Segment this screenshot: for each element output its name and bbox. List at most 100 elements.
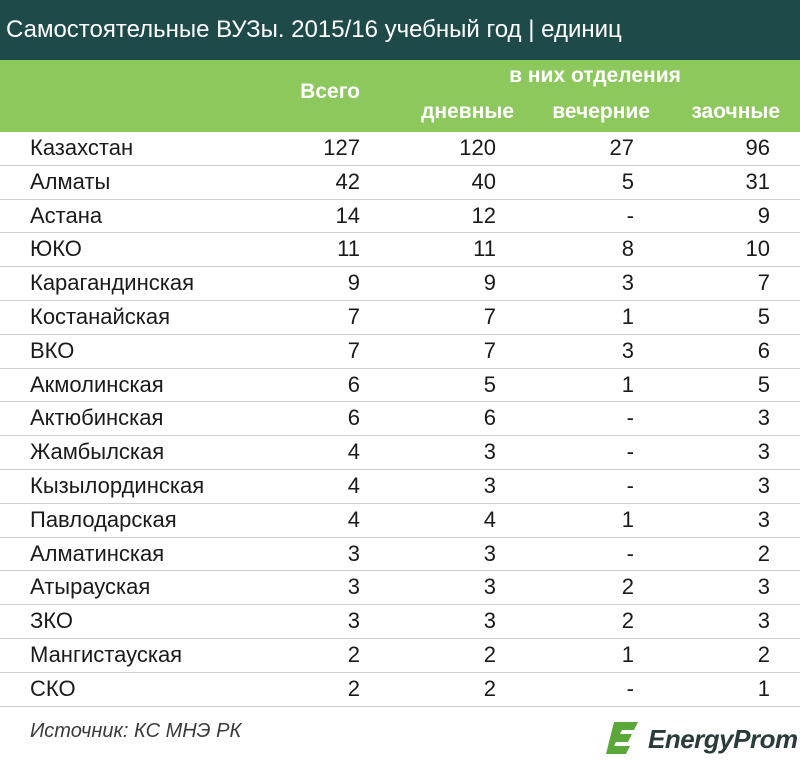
table-row: Алматы 42 40 5 31 — [0, 166, 800, 200]
table-row: Павлодарская 4 4 1 3 — [0, 504, 800, 538]
region-name: Атырауская — [30, 574, 151, 600]
region-name: Казахстан — [30, 135, 134, 160]
cell-total: 2 — [347, 641, 360, 667]
header-correspondence: заочные — [691, 100, 780, 123]
table-row: Жамбылская 4 3 - 3 — [0, 436, 800, 470]
cell-correspondence: 31 — [745, 168, 770, 194]
cell-day: 11 — [473, 236, 496, 262]
energyprom-logo: EnergyProm — [604, 716, 798, 760]
cell-day: 3 — [483, 472, 496, 498]
table-row: Астана 14 12 - 9 — [0, 200, 800, 234]
cell-correspondence: 2 — [757, 641, 770, 667]
cell-total: 6 — [347, 405, 360, 431]
region-name: Алматы — [30, 168, 111, 194]
cell-total: 42 — [335, 168, 360, 194]
cell-evening: 27 — [609, 135, 634, 160]
region-name: Карагандинская — [30, 270, 194, 296]
cell-total: 4 — [347, 439, 360, 465]
cell-day: 2 — [483, 641, 496, 667]
header-total: Всего — [300, 80, 360, 103]
region-name: Астана — [30, 202, 103, 228]
table-row: ЮКО 11 11 8 10 — [0, 233, 800, 268]
region-name: ЮКО — [30, 236, 82, 262]
cell-evening: 1 — [621, 641, 634, 667]
cell-day: 5 — [483, 371, 496, 397]
cell-evening: - — [626, 405, 634, 431]
cell-total: 6 — [347, 371, 360, 397]
cell-correspondence: 2 — [757, 540, 770, 566]
cell-day: 7 — [483, 337, 496, 363]
logo-text: EnergyProm — [648, 724, 798, 754]
table-row: Костанайская 7 7 1 5 — [0, 301, 800, 335]
cell-day: 4 — [483, 506, 496, 532]
table-row: Алматинская 3 3 - 2 — [0, 538, 800, 572]
cell-day: 2 — [483, 675, 496, 701]
footer: Источник: КС МНЭ РК EnergyProm — [0, 708, 800, 764]
table-row: Кызылординская 4 3 - 3 — [0, 470, 800, 504]
cell-total: 4 — [347, 506, 360, 532]
region-name: ВКО — [30, 337, 75, 363]
cell-total: 7 — [347, 337, 360, 363]
table-row: Казахстан 127 120 27 96 — [0, 132, 800, 166]
header-evening: вечерние — [552, 100, 650, 123]
region-name: Акмолинская — [30, 371, 164, 397]
region-name: Кызылординская — [30, 472, 205, 498]
cell-correspondence: 96 — [745, 135, 770, 160]
cell-total: 14 — [335, 202, 360, 228]
table-row: Атырауская 3 3 2 3 — [0, 571, 800, 606]
cell-correspondence: 3 — [757, 506, 770, 532]
cell-evening: 1 — [621, 506, 634, 532]
cell-correspondence: 5 — [757, 371, 770, 397]
cell-correspondence: 7 — [757, 270, 770, 296]
cell-total: 127 — [323, 135, 360, 160]
cell-evening: - — [626, 202, 634, 228]
cell-correspondence: 6 — [757, 337, 770, 363]
cell-correspondence: 1 — [757, 675, 770, 701]
cell-correspondence: 3 — [757, 472, 770, 498]
table-row: Акмолинская 6 5 1 5 — [0, 369, 800, 403]
region-name: Жамбылская — [30, 439, 165, 465]
cell-day: 3 — [483, 439, 496, 465]
cell-total: 3 — [347, 574, 360, 600]
cell-evening: - — [626, 439, 634, 465]
cell-total: 3 — [347, 608, 360, 634]
cell-correspondence: 3 — [757, 608, 770, 634]
table-row: Карагандинская 9 9 3 7 — [0, 267, 800, 301]
table-row: Актюбинская 6 6 - 3 — [0, 402, 800, 437]
cell-evening: 5 — [621, 168, 634, 194]
table-row: ВКО 7 7 3 6 — [0, 335, 800, 369]
cell-day: 3 — [483, 608, 496, 634]
cell-total: 3 — [347, 540, 360, 566]
cell-correspondence: 9 — [757, 202, 770, 228]
header-day: дневные — [421, 100, 514, 123]
cell-total: 7 — [347, 303, 360, 329]
cell-evening: 1 — [621, 371, 634, 397]
table-row: ЗКО 3 3 2 3 — [0, 605, 800, 639]
cell-day: 12 — [471, 202, 496, 228]
cell-correspondence: 10 — [745, 236, 770, 262]
cell-total: 4 — [347, 472, 360, 498]
region-name: ЗКО — [30, 608, 73, 634]
cell-day: 120 — [459, 135, 496, 160]
cell-evening: - — [626, 472, 634, 498]
cell-correspondence: 3 — [757, 574, 770, 600]
cell-evening: 1 — [621, 303, 634, 329]
cell-evening: 3 — [621, 337, 634, 363]
region-name: СКО — [30, 675, 76, 701]
region-name: Мангистауская — [30, 641, 183, 667]
table-body: Казахстан 127 120 27 96 Алматы 42 40 5 31 Астана 14… — [0, 132, 800, 707]
cell-correspondence: 3 — [757, 405, 770, 431]
cell-evening: 8 — [621, 236, 634, 262]
header-departments: в них отделения — [509, 64, 681, 87]
table-row: Мангистауская 2 2 1 2 — [0, 639, 800, 673]
cell-day: 3 — [483, 540, 496, 566]
region-name: Актюбинская — [30, 405, 164, 431]
region-name: Алматинская — [30, 540, 165, 566]
energyprom-logo-icon — [606, 722, 638, 754]
cell-evening: 2 — [621, 608, 634, 634]
cell-day: 6 — [483, 405, 496, 431]
region-name: Костанайская — [30, 303, 171, 329]
source-note: Источник: КС МНЭ РК — [30, 720, 242, 742]
cell-day: 40 — [471, 168, 496, 194]
cell-day: 3 — [483, 574, 496, 600]
